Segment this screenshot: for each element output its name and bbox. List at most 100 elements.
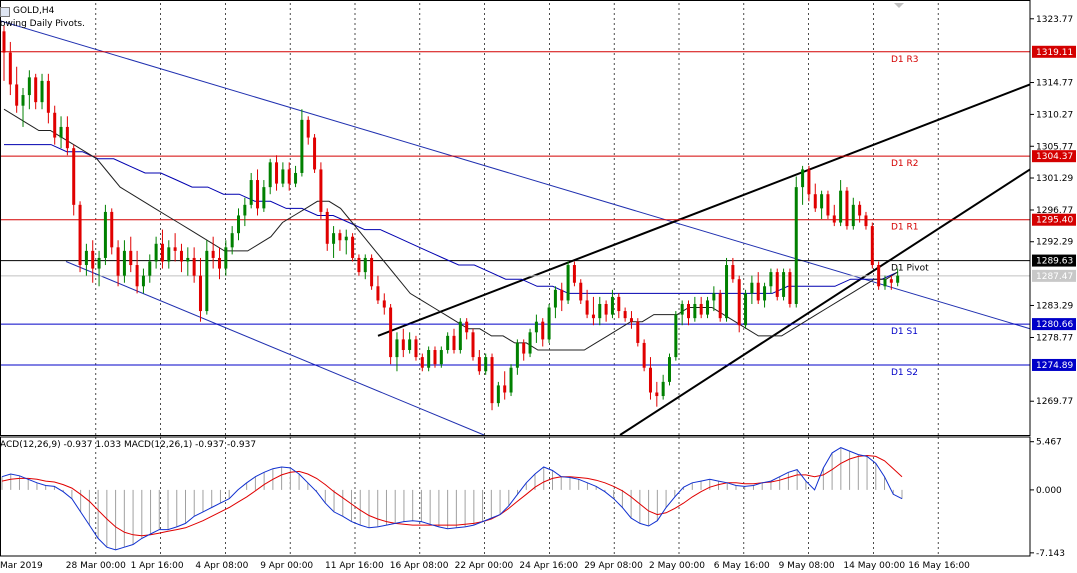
candle-body bbox=[610, 296, 614, 315]
candle-body bbox=[351, 236, 355, 258]
candle-body bbox=[598, 303, 602, 319]
x-tick-label: 4 Apr 08:00 bbox=[195, 561, 248, 571]
macd-y-tick-label: 5.467 bbox=[1036, 438, 1062, 448]
candle-body bbox=[718, 293, 722, 319]
candle-body bbox=[674, 314, 678, 358]
candle-body bbox=[813, 194, 817, 209]
candle-body bbox=[408, 339, 412, 351]
symbol-icon[interactable] bbox=[0, 6, 10, 17]
candle-body bbox=[192, 257, 196, 276]
y-tick-label: 1310.27 bbox=[1036, 110, 1073, 120]
candle-body bbox=[122, 250, 126, 276]
candle-body bbox=[579, 282, 583, 301]
candle-body bbox=[484, 357, 488, 372]
candle-body bbox=[737, 279, 741, 326]
candle-body bbox=[629, 318, 633, 322]
candle-body bbox=[211, 250, 215, 258]
candle-body bbox=[148, 261, 152, 276]
candle-body bbox=[439, 350, 443, 365]
candle-body bbox=[2, 31, 6, 53]
candle-body bbox=[465, 321, 469, 333]
candle-body bbox=[116, 247, 120, 276]
candle-body bbox=[680, 303, 684, 315]
candle-body bbox=[547, 307, 551, 340]
candle-body bbox=[110, 211, 114, 248]
candle-body bbox=[294, 172, 298, 184]
candle-body bbox=[820, 194, 824, 209]
x-tick-label: 29 Apr 08:00 bbox=[584, 561, 643, 571]
candle-body bbox=[53, 112, 57, 138]
y-tick-label: 1269.77 bbox=[1036, 397, 1073, 407]
wedge-lower-line bbox=[619, 168, 1031, 436]
pivot-label: D1 R1 bbox=[891, 223, 919, 233]
candle-body bbox=[870, 226, 874, 266]
candle-body bbox=[300, 119, 304, 173]
y-tick-label: 1278.77 bbox=[1036, 333, 1073, 343]
candle-body bbox=[725, 265, 729, 319]
candle-body bbox=[763, 286, 767, 301]
x-tick-label: 16 May 16:00 bbox=[908, 561, 970, 571]
current-price-tag bbox=[1032, 269, 1076, 282]
candle-body bbox=[693, 303, 697, 319]
chart-frame bbox=[0, 0, 1031, 557]
candle-body bbox=[370, 257, 374, 287]
candle-body bbox=[65, 126, 69, 149]
candle-body bbox=[319, 169, 323, 212]
candle-body bbox=[135, 265, 139, 287]
candle-body bbox=[769, 272, 773, 287]
candle-body bbox=[97, 257, 101, 269]
x-tick-label: 1 Apr 16:00 bbox=[131, 561, 184, 571]
indicator-note: owing Daily Pivots. bbox=[0, 19, 85, 29]
candle-body bbox=[376, 286, 380, 301]
candle-body bbox=[591, 314, 595, 319]
candle-body bbox=[382, 300, 386, 308]
candle-body bbox=[420, 357, 424, 368]
candle-body bbox=[129, 250, 133, 266]
candle-body bbox=[667, 357, 671, 382]
candle-body bbox=[560, 289, 564, 301]
macd-y-tick-label: -7.143 bbox=[1036, 549, 1065, 559]
candle-body bbox=[699, 303, 703, 315]
candle-body bbox=[788, 272, 792, 304]
candle-body bbox=[851, 204, 855, 227]
pivot-price-tag bbox=[1032, 318, 1076, 331]
candle-body bbox=[78, 204, 82, 266]
candle-body bbox=[648, 367, 652, 393]
candle-body bbox=[363, 257, 367, 273]
candle-body bbox=[839, 190, 843, 223]
candle-body bbox=[306, 119, 310, 138]
candle-body bbox=[34, 77, 38, 103]
pivot-price-text: 1274.89 bbox=[1036, 361, 1073, 371]
y-tick-label: 1323.77 bbox=[1036, 15, 1073, 25]
candle-body bbox=[883, 279, 887, 287]
candle-body bbox=[332, 233, 336, 244]
candle-body bbox=[496, 385, 500, 404]
moving-averages bbox=[3, 108, 898, 351]
candle-body bbox=[344, 236, 348, 241]
x-tick-label: 28 Mar 00:00 bbox=[66, 561, 126, 571]
candle-body bbox=[623, 311, 627, 319]
candle-body bbox=[642, 342, 646, 368]
candle-body bbox=[72, 148, 76, 205]
candle-body bbox=[515, 342, 519, 368]
symbol-label: GOLD,H4 bbox=[13, 6, 55, 16]
candle-body bbox=[801, 169, 805, 188]
y-tick-label: 1314.77 bbox=[1036, 79, 1073, 89]
candle-body bbox=[522, 342, 526, 354]
candle-body bbox=[325, 211, 329, 244]
candle-body bbox=[15, 84, 19, 106]
x-tick-label: 9 May 08:00 bbox=[779, 561, 835, 571]
pivot-label: D1 R2 bbox=[891, 159, 919, 169]
pivot-price-tag bbox=[1032, 358, 1076, 371]
candle-body bbox=[186, 257, 190, 262]
candle-body bbox=[154, 243, 158, 262]
candle-body bbox=[896, 275, 900, 283]
pivot-label: D1 Pivot bbox=[891, 264, 929, 274]
candle-body bbox=[401, 339, 405, 351]
candle-body bbox=[687, 303, 691, 319]
candle-body bbox=[889, 279, 893, 283]
candle-body bbox=[141, 275, 145, 287]
candle-body bbox=[864, 215, 868, 227]
candle-body bbox=[27, 77, 31, 96]
candle-body bbox=[826, 194, 830, 216]
